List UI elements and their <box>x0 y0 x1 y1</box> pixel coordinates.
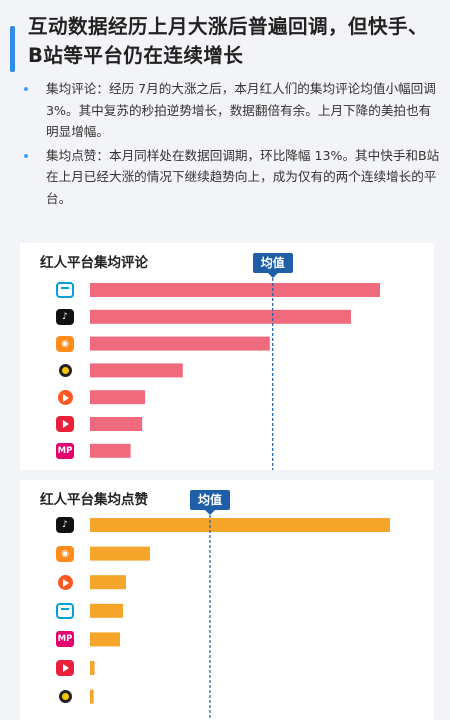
like-chart-title: 红人平台集均点赞 <box>40 492 148 508</box>
meipai-icon: MP <box>56 442 74 459</box>
bilibili-icon <box>56 282 74 298</box>
kuaishou-icon: ◉ <box>56 545 74 562</box>
like-chart <box>90 510 390 719</box>
bar-miaopai-icon <box>90 661 95 675</box>
weishi-icon <box>56 362 74 379</box>
bar-douyin-icon <box>90 309 351 324</box>
bullet-like: 集均点赞：本月同样处在数据回调期，环比降幅 13%。其中快手和B站在上月已经大涨… <box>20 145 440 210</box>
bar-bilibili-icon <box>90 603 123 618</box>
miaopai-icon <box>56 660 74 676</box>
bar-miaopai-icon <box>90 417 143 431</box>
average-label: 均值 <box>252 253 293 278</box>
bullet-comment: 集均评论：经历 7月的大涨之后，本月红人们的集均评论均值小幅回调 3%。其中复苏… <box>20 78 440 143</box>
bullet-comment-text: 集均评论：经历 7月的大涨之后，本月红人们的集均评论均值小幅回调 3%。其中复苏… <box>46 81 436 139</box>
bar-meipai-icon <box>90 632 120 647</box>
bar-bilibili-icon <box>90 283 380 297</box>
douyin-icon: ♪ <box>56 308 74 325</box>
comment-chart <box>90 273 380 470</box>
meipai-icon: MP <box>56 631 74 648</box>
weishi-icon <box>56 688 74 705</box>
like-chart-panel: 红人平台集均点赞 ♪ ◉ MP 均值 <box>20 480 434 720</box>
bilibili-icon <box>56 602 74 619</box>
huoshan-icon <box>56 389 74 406</box>
bar-kuaishou-icon <box>90 336 270 351</box>
bullet-list: 集均评论：经历 7月的大涨之后，本月红人们的集均评论均值小幅回调 3%。其中复苏… <box>20 78 440 211</box>
bar-kuaishou-icon <box>90 546 150 561</box>
title-accent-bar <box>10 26 15 72</box>
bullet-like-text: 集均点赞：本月同样处在数据回调期，环比降幅 13%。其中快手和B站在上月已经大涨… <box>46 147 440 206</box>
miaopai-icon <box>56 416 74 432</box>
bar-weishi-icon <box>90 363 183 378</box>
page-title: 互动数据经历上月大涨后普遍回调，但快手、B站等平台仍在连续增长 <box>28 15 429 67</box>
bullet-dot <box>24 153 28 158</box>
huoshan-icon <box>56 574 74 591</box>
average-label: 均值 <box>190 490 231 515</box>
kuaishou-icon: ◉ <box>56 335 74 352</box>
bar-weishi-icon <box>90 689 94 704</box>
comment-chart-title: 红人平台集均评论 <box>40 255 148 271</box>
bar-douyin-icon <box>90 518 390 532</box>
bar-meipai-icon <box>90 443 131 458</box>
bar-huoshan-icon <box>90 575 126 590</box>
bar-huoshan-icon <box>90 390 146 405</box>
bullet-dot <box>24 87 28 91</box>
comment-chart-panel: 红人平台集均评论 ♪ ◉ MP 均值 <box>20 243 434 470</box>
douyin-icon: ♪ <box>56 517 74 533</box>
